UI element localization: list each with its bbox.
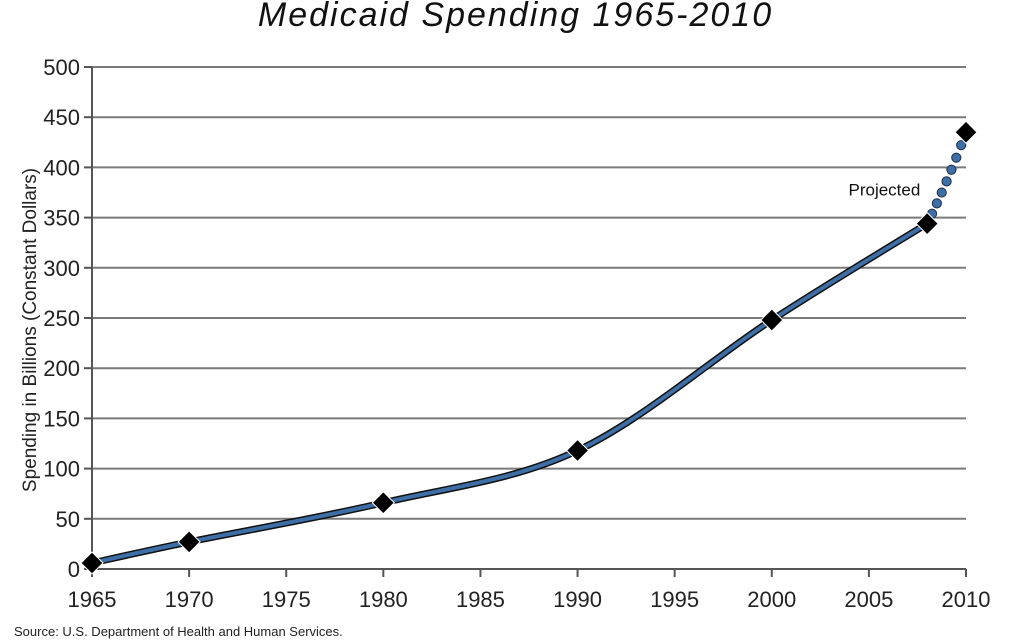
projection-dot [951,152,962,163]
data-point-marker [954,120,978,144]
y-axis-label: Spending in Billions (Constant Dollars) [20,168,41,492]
projection-dot [946,164,957,175]
annotation-projected: Projected [849,180,921,199]
x-tick-label-1970: 1970 [165,587,214,612]
y-tick-label-300: 300 [43,256,80,281]
series-lines [88,140,967,567]
data-markers [80,120,978,575]
y-tick-label-200: 200 [43,356,80,381]
x-tick-label-1985: 1985 [456,587,505,612]
source-note: Source: U.S. Department of Health and Hu… [14,624,343,639]
x-tick-label-1980: 1980 [359,587,408,612]
y-tick-label-150: 150 [43,406,80,431]
projection-dot [956,140,967,151]
y-axis-ticks: 0 50 100 150 200 250 300 350 400 450 500 [43,55,92,582]
series-line-actual [90,221,930,565]
grid-lines [92,66,966,520]
data-point-marker [565,438,590,463]
axes [91,67,966,570]
y-tick-label-400: 400 [43,155,80,180]
annotations: Projected [849,180,921,199]
x-tick-label-1965: 1965 [68,587,117,612]
x-tick-label-1990: 1990 [553,587,602,612]
chart-title: Medicaid Spending 1965-2010 [257,0,774,34]
x-tick-label-2010: 2010 [942,587,991,612]
y-tick-label-250: 250 [43,306,80,331]
y-tick-label-500: 500 [43,55,80,80]
projection-dot [931,198,942,209]
data-point-marker [80,551,104,575]
projection-dot [936,187,947,198]
data-point-marker [371,491,396,515]
x-tick-label-2005: 2005 [844,587,893,612]
data-point-marker [177,530,201,554]
y-tick-label-350: 350 [43,206,80,231]
y-tick-label-0: 0 [68,557,80,582]
x-tick-label-1975: 1975 [262,587,311,612]
y-tick-label-450: 450 [43,105,80,130]
data-point-marker [915,211,939,236]
x-axis-ticks: 1965 1970 1975 1980 1985 1990 1995 2000 2005 2010 [68,569,991,612]
data-point-marker [760,308,784,332]
series-line-outline [88,220,931,567]
projection-dot [941,176,952,187]
x-tick-label-1995: 1995 [650,587,699,612]
y-tick-label-50: 50 [56,507,80,532]
y-tick-label-100: 100 [43,457,80,482]
x-tick-label-2000: 2000 [747,587,796,612]
